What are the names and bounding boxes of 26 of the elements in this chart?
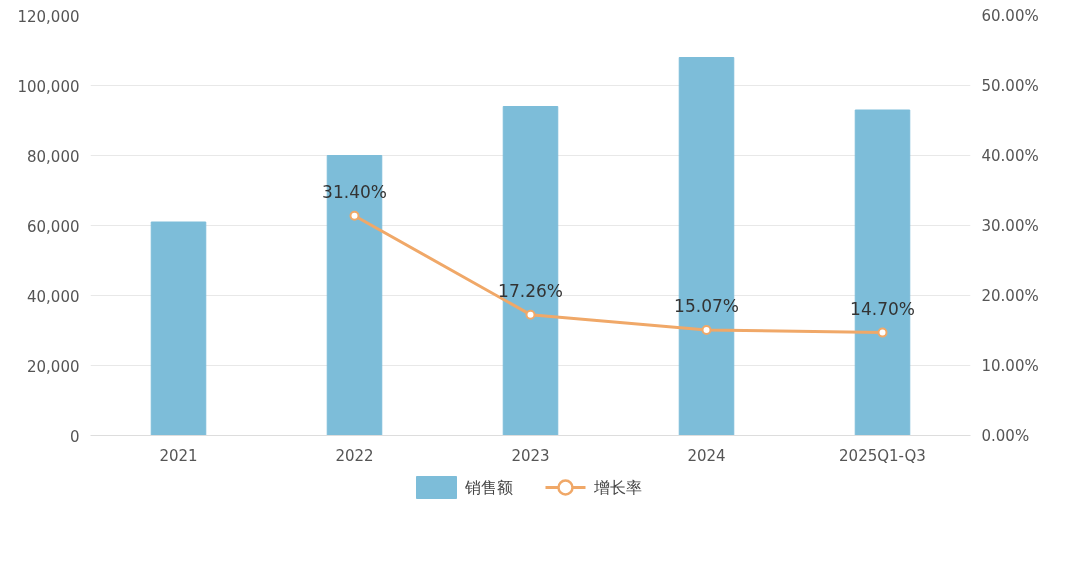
x-tick-label: 2022 [335, 446, 374, 465]
y-tick-label: 120,000 [17, 7, 80, 26]
point [701, 325, 712, 335]
point [525, 309, 536, 320]
y2-tick-label: 40.00% [981, 146, 1039, 165]
x-tick-label: 2023 [511, 446, 550, 465]
legend-label: 销售额 [463, 478, 513, 497]
y2-tick-label: 20.00% [981, 286, 1039, 305]
point [877, 327, 888, 338]
y2-tick-label: 50.00% [981, 76, 1039, 95]
y-tick-label: 40,000 [27, 287, 80, 306]
y2-tick-label: 30.00% [981, 216, 1039, 235]
bar [150, 221, 207, 436]
y-tick-label: 60,000 [27, 217, 80, 236]
y-tick-label: 80,000 [27, 147, 80, 166]
x-tick-label: 2024 [687, 446, 726, 465]
x-tick-label: 2025Q1-Q3 [839, 446, 926, 465]
y-tick-label: 0 [69, 427, 80, 446]
y2-tick-label: 10.00% [981, 356, 1039, 375]
y2-tick-label: 60.00% [981, 6, 1039, 25]
point [349, 210, 360, 221]
y-tick-label: 20,000 [27, 357, 80, 376]
x-tick-label: 2021 [159, 446, 198, 465]
y-tick-label: 100,000 [17, 77, 80, 96]
y2-tick-label: 0.00% [981, 426, 1030, 445]
legend-label: 增长率 [592, 478, 642, 497]
